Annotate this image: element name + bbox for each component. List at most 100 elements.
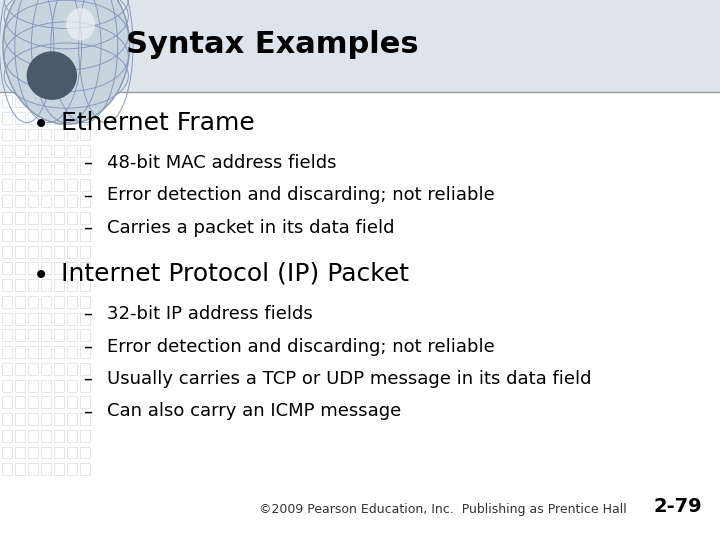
Bar <box>15 195 25 207</box>
Bar <box>67 112 77 124</box>
Bar <box>41 28 51 40</box>
Bar <box>28 95 38 107</box>
Bar <box>80 28 90 40</box>
Bar <box>80 162 90 174</box>
Text: –: – <box>83 370 92 388</box>
Bar <box>28 129 38 140</box>
Bar <box>54 212 64 224</box>
Bar <box>67 396 77 408</box>
Bar <box>80 430 90 442</box>
Text: –: – <box>83 186 92 204</box>
Bar <box>15 246 25 258</box>
Bar <box>54 279 64 291</box>
Bar <box>80 329 90 341</box>
Bar <box>15 380 25 392</box>
Bar <box>67 195 77 207</box>
Bar <box>28 11 38 23</box>
Bar <box>41 11 51 23</box>
Bar <box>15 95 25 107</box>
Bar <box>28 329 38 341</box>
Bar <box>2 62 12 73</box>
Bar <box>54 179 64 191</box>
Bar <box>41 62 51 73</box>
Bar <box>15 162 25 174</box>
Bar <box>80 246 90 258</box>
Bar <box>67 329 77 341</box>
Bar <box>2 346 12 358</box>
Bar <box>2 179 12 191</box>
Bar <box>28 363 38 375</box>
Text: Can also carry an ICMP message: Can also carry an ICMP message <box>107 402 401 420</box>
Bar <box>15 363 25 375</box>
Bar <box>15 179 25 191</box>
Bar <box>2 195 12 207</box>
Bar <box>41 380 51 392</box>
Text: –: – <box>83 305 92 323</box>
Bar <box>15 329 25 341</box>
Bar <box>2 229 12 241</box>
Bar <box>80 296 90 308</box>
Bar <box>28 447 38 458</box>
Text: Syntax Examples: Syntax Examples <box>126 30 418 59</box>
Bar <box>2 363 12 375</box>
Bar <box>54 363 64 375</box>
Bar <box>80 313 90 325</box>
Bar <box>15 78 25 90</box>
Bar <box>15 279 25 291</box>
Bar <box>28 380 38 392</box>
Bar <box>67 296 77 308</box>
Bar <box>0 0 720 92</box>
Bar <box>67 346 77 358</box>
Bar <box>54 313 64 325</box>
Bar <box>67 179 77 191</box>
Text: •: • <box>32 262 49 290</box>
Bar <box>67 246 77 258</box>
Text: Error detection and discarding; not reliable: Error detection and discarding; not reli… <box>107 338 495 355</box>
Bar <box>41 313 51 325</box>
Bar <box>28 346 38 358</box>
Bar <box>2 28 12 40</box>
Bar <box>41 95 51 107</box>
Bar <box>15 145 25 157</box>
Bar <box>15 28 25 40</box>
Text: –: – <box>83 154 92 172</box>
Bar <box>15 396 25 408</box>
Bar <box>80 95 90 107</box>
Bar <box>2 413 12 425</box>
Bar <box>54 430 64 442</box>
Bar <box>41 246 51 258</box>
Bar <box>15 447 25 458</box>
Text: Usually carries a TCP or UDP message in its data field: Usually carries a TCP or UDP message in … <box>107 370 591 388</box>
Bar <box>2 296 12 308</box>
Bar <box>28 212 38 224</box>
Bar <box>80 145 90 157</box>
Bar <box>67 162 77 174</box>
Bar <box>80 62 90 73</box>
Bar <box>54 28 64 40</box>
Bar <box>15 413 25 425</box>
Bar <box>54 413 64 425</box>
Bar <box>80 195 90 207</box>
Bar <box>41 78 51 90</box>
Bar <box>41 296 51 308</box>
Bar <box>15 212 25 224</box>
Bar <box>2 212 12 224</box>
Bar <box>28 62 38 73</box>
Bar <box>54 447 64 458</box>
Bar <box>41 129 51 140</box>
Bar <box>41 346 51 358</box>
Bar <box>80 179 90 191</box>
Bar <box>80 229 90 241</box>
Bar <box>2 162 12 174</box>
Bar <box>41 145 51 157</box>
Bar <box>67 363 77 375</box>
Bar <box>67 11 77 23</box>
Text: Carries a packet in its data field: Carries a packet in its data field <box>107 219 394 237</box>
Bar <box>2 11 12 23</box>
Bar <box>67 380 77 392</box>
Bar <box>67 145 77 157</box>
Ellipse shape <box>66 8 95 40</box>
Text: Error detection and discarding; not reliable: Error detection and discarding; not reli… <box>107 186 495 204</box>
Bar <box>67 279 77 291</box>
Bar <box>54 78 64 90</box>
